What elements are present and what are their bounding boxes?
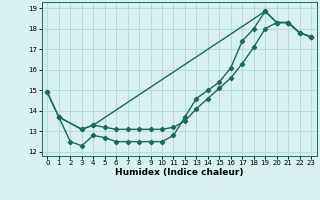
X-axis label: Humidex (Indice chaleur): Humidex (Indice chaleur) xyxy=(115,168,244,177)
